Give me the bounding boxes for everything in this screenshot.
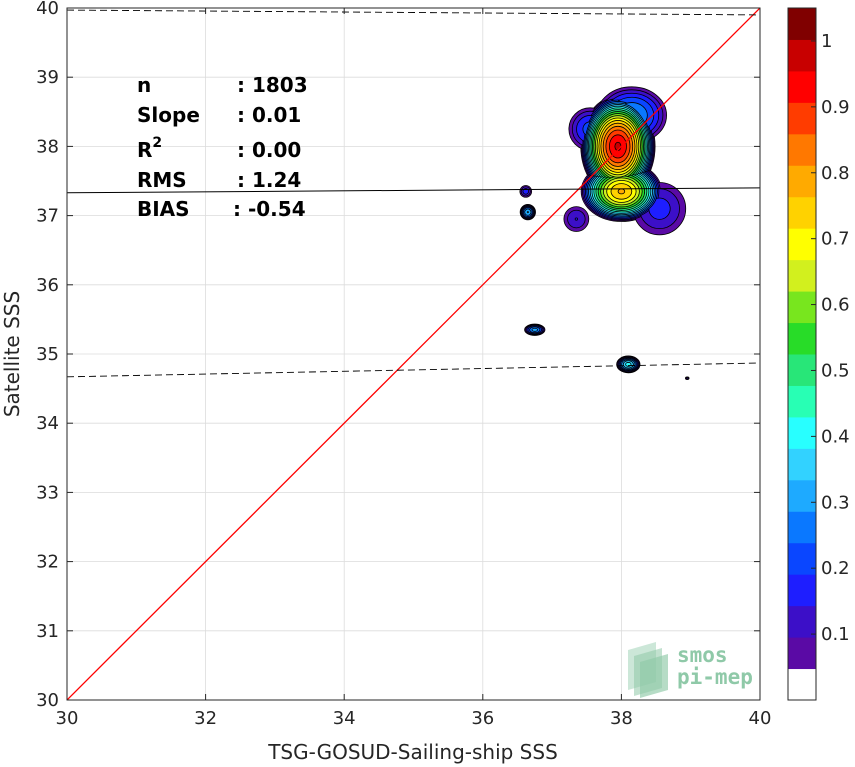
density-contour bbox=[531, 327, 538, 332]
logo-line-2: pi-mep bbox=[677, 665, 753, 689]
y-axis-ticks: 30 31 32 33 34 35 36 37 38 39 40 bbox=[36, 0, 760, 711]
lower-bound-line bbox=[67, 362, 760, 378]
colorbar-band bbox=[788, 479, 816, 512]
colorbar-tick-label: 0.6 bbox=[821, 295, 850, 316]
x-axis-title: TSG-GOSUD-Sailing-ship SSS bbox=[267, 740, 558, 764]
colorbar: 0.1 0.2 0.3 0.4 0.5 0.6 0.7 0.8 0.9 1 bbox=[787, 7, 850, 701]
y-tick-label: 34 bbox=[36, 413, 59, 434]
colorbar-band bbox=[788, 39, 816, 72]
stat-value: : -0.54 bbox=[233, 197, 306, 221]
colorbar-tick-label: 1 bbox=[821, 31, 832, 52]
x-axis-ticks: 30 32 34 36 38 40 bbox=[56, 8, 772, 729]
stat-label: RMS bbox=[137, 168, 187, 192]
colorbar-band bbox=[788, 542, 816, 575]
y-tick-label: 30 bbox=[36, 690, 59, 711]
y-tick-label: 38 bbox=[36, 136, 59, 157]
y-tick-label: 33 bbox=[36, 482, 59, 503]
x-tick-label: 36 bbox=[471, 708, 494, 729]
density-contour bbox=[685, 377, 689, 380]
colorbar-tick-label: 0.1 bbox=[821, 624, 850, 645]
logo-waves-icon bbox=[628, 642, 668, 698]
identity-line bbox=[67, 8, 760, 700]
colorbar-tick-label: 0.2 bbox=[821, 558, 850, 579]
regression-line bbox=[67, 187, 760, 194]
colorbar-band bbox=[788, 448, 816, 481]
colorbar-tick-label: 0.9 bbox=[821, 97, 850, 118]
density-contours bbox=[519, 86, 690, 380]
y-tick-label: 39 bbox=[36, 67, 59, 88]
reference-lines bbox=[67, 8, 760, 700]
colorbar-band bbox=[788, 8, 816, 40]
y-tick-label: 40 bbox=[36, 0, 59, 19]
y-tick-label: 37 bbox=[36, 206, 59, 227]
stat-value: : 0.00 bbox=[237, 138, 301, 162]
colorbar-frame bbox=[787, 7, 817, 701]
x-tick-label: 40 bbox=[749, 708, 772, 729]
colorbar-band bbox=[788, 322, 816, 355]
x-tick-label: 34 bbox=[333, 708, 356, 729]
grid-lines bbox=[66, 7, 761, 701]
colorbar-band bbox=[788, 259, 816, 292]
colorbar-band bbox=[788, 668, 816, 701]
y-tick-label: 35 bbox=[36, 344, 59, 365]
stat-label: Slope bbox=[137, 103, 200, 127]
colorbar-band bbox=[788, 228, 816, 261]
colorbar-band bbox=[788, 511, 816, 544]
smos-pimep-logo: smos pi-mep bbox=[628, 642, 753, 698]
y-tick-label: 32 bbox=[36, 552, 59, 573]
stat-value: : 0.01 bbox=[237, 103, 301, 127]
colorbar-band bbox=[788, 416, 816, 449]
colorbar-band bbox=[788, 574, 816, 607]
stat-value: : 1.24 bbox=[237, 168, 301, 192]
upper-bound-line bbox=[67, 9, 760, 16]
y-tick-label: 31 bbox=[36, 621, 59, 642]
colorbar-tick-label: 0.4 bbox=[821, 426, 850, 447]
density-contour bbox=[617, 188, 626, 195]
y-axis-title: Satellite SSS bbox=[0, 291, 24, 417]
stat-label: n bbox=[137, 73, 151, 97]
x-tick-label: 38 bbox=[610, 708, 633, 729]
logo-line-1: smos bbox=[677, 643, 728, 667]
stat-superscript: 2 bbox=[152, 135, 162, 151]
colorbar-tick-label: 0.7 bbox=[821, 229, 850, 250]
y-tick-label: 36 bbox=[36, 275, 59, 296]
colorbar-tick-label: 0.3 bbox=[821, 492, 850, 513]
colorbar-band bbox=[788, 70, 816, 103]
density-contour bbox=[574, 217, 578, 221]
colorbar-band bbox=[788, 196, 816, 229]
colorbar-band bbox=[788, 385, 816, 418]
colorbar-band bbox=[788, 165, 816, 198]
stat-value: : 1803 bbox=[237, 73, 308, 97]
colorbar-band bbox=[788, 637, 816, 670]
colorbar-tick-label: 0.5 bbox=[821, 360, 850, 381]
colorbar-tick-label: 0.8 bbox=[821, 163, 850, 184]
colorbar-band bbox=[788, 133, 816, 166]
x-tick-label: 32 bbox=[194, 708, 217, 729]
stat-label: BIAS bbox=[137, 197, 190, 221]
colorbar-band bbox=[788, 102, 816, 135]
density-contour bbox=[526, 211, 529, 214]
colorbar-band bbox=[788, 605, 816, 638]
colorbar-band bbox=[788, 291, 816, 324]
x-tick-label: 30 bbox=[56, 708, 79, 729]
